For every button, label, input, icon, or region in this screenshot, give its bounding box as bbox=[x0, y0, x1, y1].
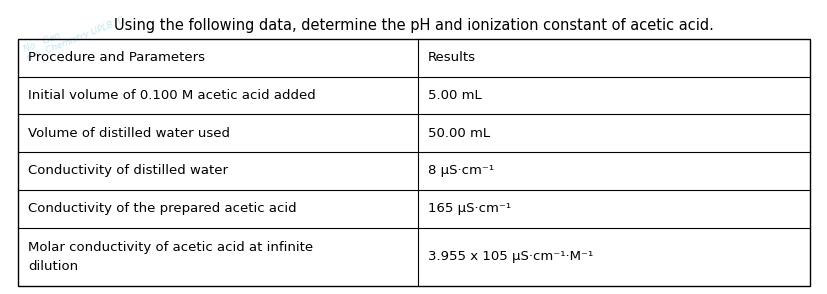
Text: dilution: dilution bbox=[28, 260, 78, 273]
Text: 5.00 mL: 5.00 mL bbox=[428, 89, 481, 102]
Text: Procedure and Parameters: Procedure and Parameters bbox=[28, 51, 205, 64]
Text: Initial volume of 0.100 M acetic acid added: Initial volume of 0.100 M acetic acid ad… bbox=[28, 89, 315, 102]
Text: Volume of distilled water used: Volume of distilled water used bbox=[28, 127, 230, 140]
Text: 3.955 x 105 μS·cm⁻¹·M⁻¹: 3.955 x 105 μS·cm⁻¹·M⁻¹ bbox=[428, 250, 592, 263]
Text: Molar conductivity of acetic acid at infinite: Molar conductivity of acetic acid at inf… bbox=[28, 241, 313, 254]
Text: Using the following data, determine the pH and ionization constant of acetic aci: Using the following data, determine the … bbox=[114, 18, 713, 33]
Text: 50.00 mL: 50.00 mL bbox=[428, 127, 490, 140]
Bar bbox=[18, 39, 809, 286]
Text: 8 μS·cm⁻¹: 8 μS·cm⁻¹ bbox=[428, 164, 494, 178]
Text: Results: Results bbox=[428, 51, 476, 64]
Text: No   Gen
the  Chemistry UPLB, C: No Gen the Chemistry UPLB, C bbox=[22, 6, 127, 63]
Text: Conductivity of the prepared acetic acid: Conductivity of the prepared acetic acid bbox=[28, 202, 296, 215]
Text: Conductivity of distilled water: Conductivity of distilled water bbox=[28, 164, 227, 178]
Text: 165 μS·cm⁻¹: 165 μS·cm⁻¹ bbox=[428, 202, 510, 215]
